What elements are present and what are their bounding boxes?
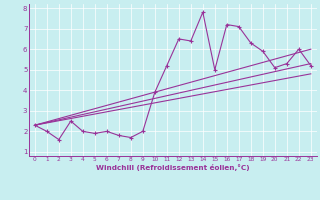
X-axis label: Windchill (Refroidissement éolien,°C): Windchill (Refroidissement éolien,°C) xyxy=(96,164,250,171)
